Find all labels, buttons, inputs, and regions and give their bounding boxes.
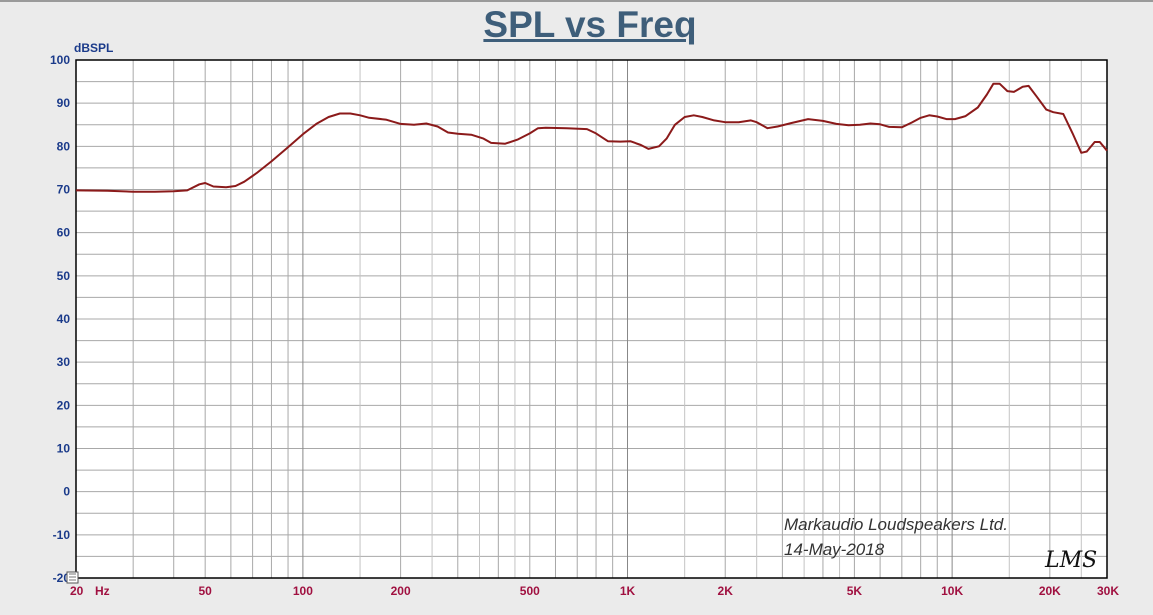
company-annotation: Markaudio Loudspeakers Ltd. [784, 515, 1008, 534]
y-tick-label: 0 [63, 485, 70, 499]
y-tick-label: -20 [53, 571, 71, 585]
y-axis-label: dBSPL [74, 41, 113, 55]
y-tick-label: -10 [53, 528, 71, 542]
y-tick-label: 10 [57, 442, 71, 456]
y-tick-label: 80 [57, 139, 71, 153]
x-tick-label: 500 [520, 584, 540, 598]
y-tick-label: 90 [57, 96, 71, 110]
x-tick-label: 1K [620, 584, 636, 598]
date-annotation: 14-May-2018 [784, 540, 885, 559]
lms-logo: LMS [1044, 548, 1097, 573]
x-tick-label: 100 [293, 584, 313, 598]
chart-title: SPL vs Freq [483, 4, 697, 45]
y-tick-label: 60 [57, 226, 71, 240]
y-tick-label: 50 [57, 269, 71, 283]
x-tick-label: 30K [1097, 584, 1119, 598]
y-tick-label: 20 [57, 398, 71, 412]
x-tick-label: 5K [847, 584, 863, 598]
y-tick-label: 100 [50, 53, 70, 67]
x-tick-label: 200 [391, 584, 411, 598]
plot-frame [75, 59, 1108, 579]
y-tick-label: 30 [57, 355, 71, 369]
x-tick-labels: 20 50 100 200 500 1K 2K 5K 10K 20K 30K [70, 584, 1119, 598]
y-tick-label: 40 [57, 312, 71, 326]
x-tick-label: 20K [1039, 584, 1061, 598]
x-tick-label: 20 [70, 584, 84, 598]
x-tick-label: 2K [718, 584, 734, 598]
x-tick-label: 50 [198, 584, 212, 598]
spl-curve [75, 82, 1108, 193]
top-border [0, 0, 1153, 2]
corner-grip-icon[interactable] [66, 571, 79, 584]
x-axis-unit: Hz [95, 584, 110, 598]
x-tick-label: 10K [941, 584, 963, 598]
y-tick-label: 70 [57, 183, 71, 197]
